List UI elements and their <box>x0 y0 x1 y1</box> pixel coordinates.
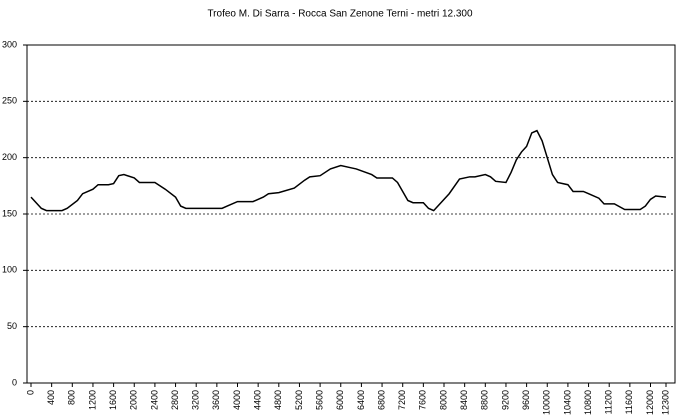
x-tick-label: 11200 <box>604 390 614 414</box>
x-tick-label: 3600 <box>211 390 221 410</box>
x-tick-label: 2800 <box>170 390 180 410</box>
x-tick-label: 6000 <box>335 390 345 410</box>
x-tick-label: 1600 <box>108 390 118 410</box>
elevation-line <box>30 129 667 212</box>
x-tick-label: 10400 <box>562 390 572 415</box>
x-tick-label: 9600 <box>521 390 531 410</box>
x-tick-label: 1200 <box>87 390 97 410</box>
x-tick-label: 800 <box>67 390 77 405</box>
x-tick-label: 8800 <box>480 390 490 410</box>
x-tick-label: 10000 <box>542 390 552 415</box>
x-tick-label: 10800 <box>583 390 593 415</box>
x-tick-label: 7200 <box>397 390 407 410</box>
y-tick-label: 200 <box>2 152 17 162</box>
x-tick-label: 12000 <box>645 390 655 415</box>
x-tick-label: 6400 <box>356 390 366 410</box>
y-tick-label: 150 <box>2 208 17 218</box>
x-tick-label: 2400 <box>149 390 159 410</box>
x-tick-label: 5200 <box>294 390 304 410</box>
x-tick-label: 8000 <box>438 390 448 410</box>
x-tick-label: 12300 <box>660 390 670 415</box>
x-tick-label: 8400 <box>459 390 469 410</box>
x-tick-label: 9200 <box>500 390 510 410</box>
y-tick-label: 50 <box>7 321 17 331</box>
x-tick-label: 5600 <box>314 390 324 410</box>
x-tick-label: 11600 <box>624 390 634 414</box>
y-tick-label: 300 <box>2 39 17 49</box>
x-tick-label: 7600 <box>418 390 428 410</box>
x-tick-label: 0 <box>25 390 35 395</box>
chart-title: Trofeo M. Di Sarra - Rocca San Zenone Te… <box>207 9 473 20</box>
x-tick-label: 400 <box>46 390 56 405</box>
y-tick-label: 100 <box>2 265 17 275</box>
x-tick-label: 6800 <box>376 390 386 410</box>
x-tick-label: 2000 <box>129 390 139 410</box>
x-tick-label: 3200 <box>191 390 201 410</box>
x-tick-label: 4400 <box>253 390 263 410</box>
y-tick-label: 0 <box>12 377 17 387</box>
x-tick-label: 4800 <box>273 390 283 410</box>
x-tick-label: 4000 <box>232 390 242 410</box>
y-tick-label: 250 <box>2 96 17 106</box>
